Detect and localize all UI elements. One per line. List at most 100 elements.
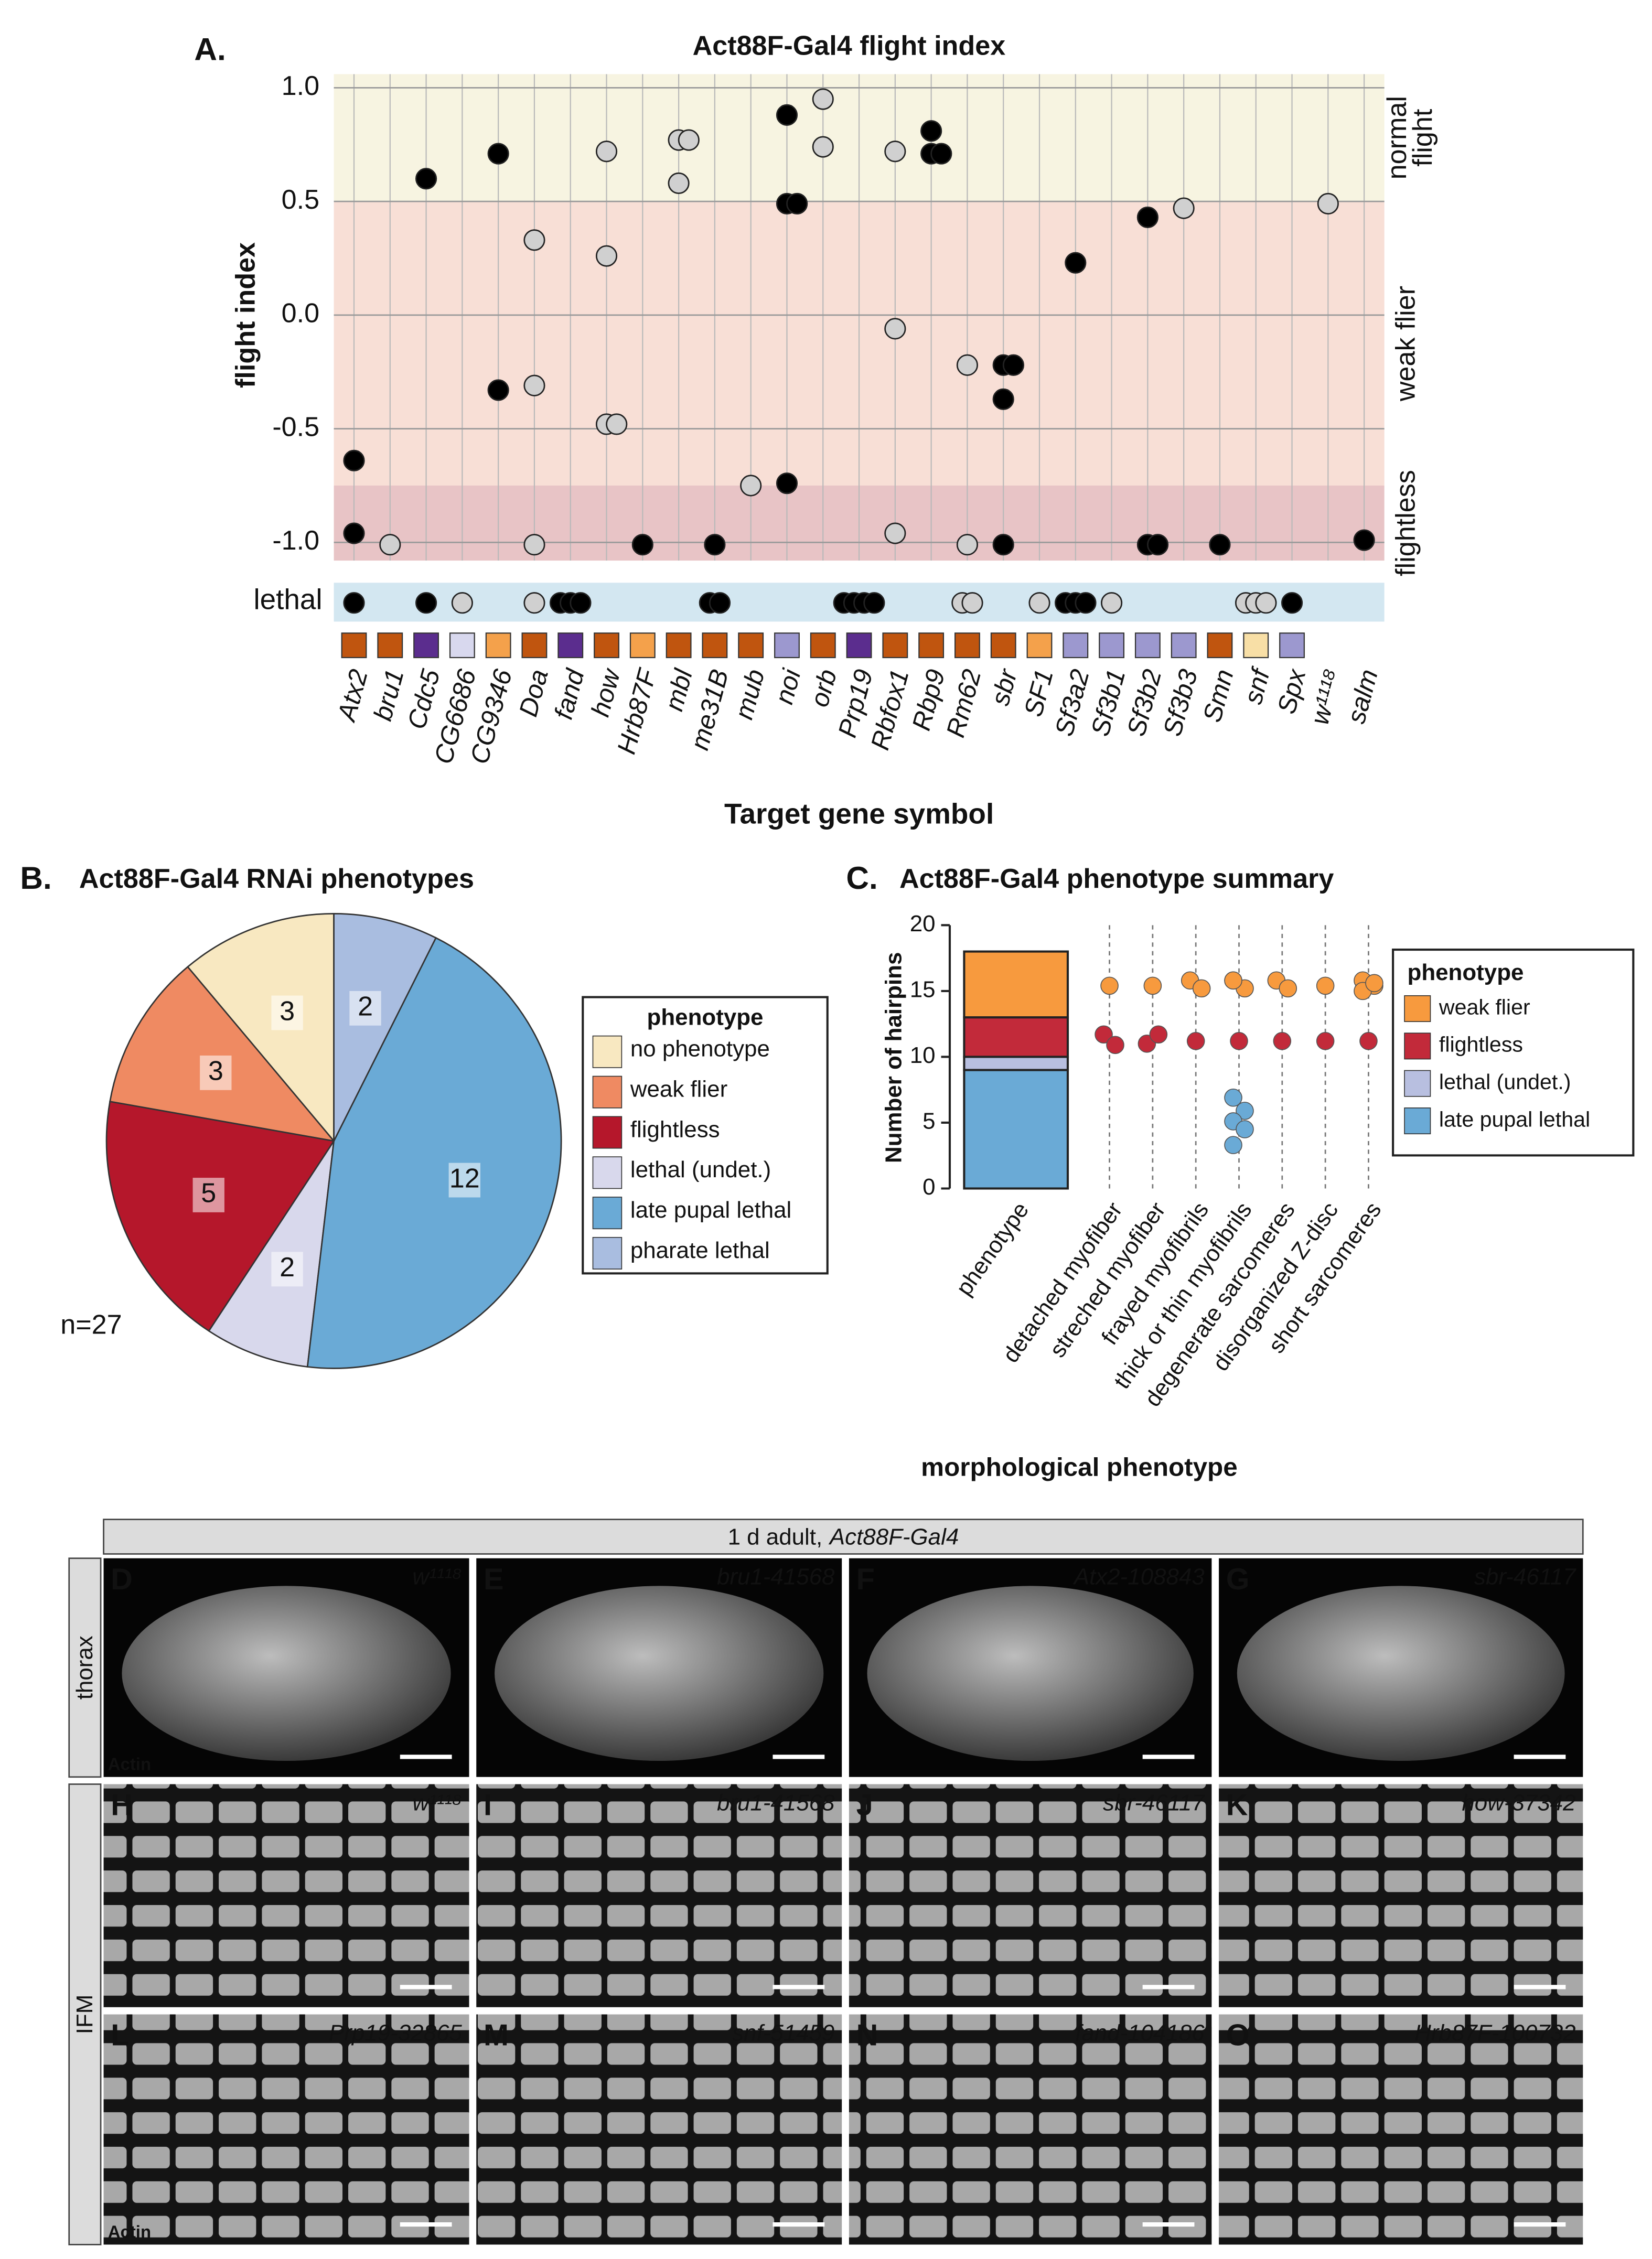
panel-letter: M — [484, 2019, 509, 2052]
category-square — [1026, 632, 1053, 659]
legend-title: phenotype — [1408, 960, 1524, 985]
data-point — [992, 388, 1014, 410]
legend-title: phenotype — [647, 1004, 764, 1030]
thorax-tissue — [1237, 1586, 1565, 1761]
data-point — [776, 104, 798, 126]
pie-slice — [186, 913, 335, 1143]
x-tick-label: mbl — [659, 665, 698, 714]
row-label: IFM — [72, 1995, 98, 2035]
category-square — [990, 632, 1016, 659]
category-square — [774, 632, 800, 659]
category-square — [1207, 632, 1233, 659]
value-label: 2 — [280, 1252, 295, 1283]
legend-swatch — [1404, 1107, 1431, 1135]
pie-slice — [333, 913, 437, 1142]
y-tick-label: 10 — [910, 1042, 936, 1068]
lethal-label: lethal — [253, 583, 322, 615]
y-tick-label: 20 — [910, 911, 936, 937]
data-point — [487, 379, 509, 401]
legend-swatch — [592, 1197, 623, 1230]
data-point — [678, 129, 700, 151]
chart-title: Act88F-Gal4 flight index — [693, 30, 1006, 61]
sample-label: bru1-41568 — [717, 1564, 835, 1590]
lethal-point — [343, 592, 365, 614]
header-part: Act88F-Gal4 — [828, 1524, 959, 1550]
lethal-point — [415, 592, 437, 614]
panel-letter: D — [111, 1563, 133, 1596]
lethal-point — [1075, 592, 1097, 614]
category-square — [557, 632, 584, 659]
category-square — [1243, 632, 1269, 659]
data-point — [740, 475, 762, 497]
x-tick-label: snf — [1239, 664, 1276, 707]
y-tick-label: -1.0 — [272, 525, 319, 556]
value-label: 3 — [208, 1056, 223, 1087]
data-point — [1136, 206, 1158, 229]
sample-label: Hrb87F-100732 — [1414, 2020, 1575, 2046]
data-point — [956, 534, 979, 556]
category-square — [882, 632, 908, 659]
legend-label: lethal (undet.) — [1439, 1070, 1571, 1094]
y-tick-label: 15 — [910, 976, 936, 1002]
value-label: 2 — [358, 992, 373, 1022]
dot — [1186, 1032, 1205, 1050]
dot — [1192, 979, 1211, 998]
category-square — [810, 632, 836, 659]
x-tick-label: phenotype — [951, 1198, 1034, 1300]
value-label: 12 — [449, 1163, 480, 1193]
legend-swatch — [1404, 1070, 1431, 1097]
category-square — [1279, 632, 1305, 659]
label-bg — [271, 1252, 303, 1287]
note: n=27 — [60, 1310, 122, 1340]
data-point — [415, 168, 437, 190]
legend-box — [1392, 948, 1635, 1157]
legend-label: no phenotype — [630, 1036, 770, 1062]
data-point — [1353, 529, 1375, 551]
micrograph — [476, 1784, 842, 2007]
label-bg — [192, 1178, 224, 1212]
category-square — [738, 632, 764, 659]
band-label: flightless — [1390, 470, 1421, 576]
data-point — [812, 88, 834, 110]
data-point — [884, 522, 906, 544]
dot — [1106, 1036, 1124, 1055]
x-tick-label: Atx2 — [331, 666, 373, 726]
row-label-box — [68, 1783, 102, 2245]
panel-letter: C. — [846, 860, 877, 896]
dot — [1365, 974, 1383, 993]
pie-slice — [109, 965, 336, 1142]
category-square — [1134, 632, 1161, 659]
data-point — [930, 143, 952, 165]
category-square — [702, 632, 728, 659]
legend-label: flightless — [1439, 1032, 1523, 1057]
panel-letter: K — [1226, 1789, 1248, 1822]
data-point — [1209, 534, 1231, 556]
lethal-point — [1028, 592, 1050, 614]
data-point — [343, 522, 365, 544]
x-tick-label: Spx — [1272, 665, 1312, 717]
category-square — [413, 632, 439, 659]
x-tick-label: SF1 — [1018, 666, 1059, 720]
bar-segment — [963, 1069, 1069, 1190]
sample-label: w¹¹¹⁸ — [412, 1790, 462, 1815]
sample-label: fand-104186 — [1075, 2020, 1205, 2046]
dot — [1143, 976, 1162, 995]
bar-segment — [963, 950, 1069, 1019]
category-square — [954, 632, 980, 659]
y-tick-label: 0.5 — [282, 185, 319, 215]
dot — [1224, 971, 1242, 990]
legend-swatch — [592, 1116, 623, 1149]
label-bg — [448, 1163, 480, 1198]
panel-letter: E — [484, 1563, 503, 1596]
category-square — [846, 632, 872, 659]
x-tick-label: Smn — [1197, 666, 1239, 725]
x-axis-label: Target gene symbol — [724, 797, 994, 830]
panel-letter: F — [856, 1563, 875, 1596]
dot — [1100, 976, 1119, 995]
data-point — [631, 534, 653, 556]
data-point — [487, 143, 509, 165]
value-label: 5 — [201, 1178, 216, 1209]
legend-label: lethal (undet.) — [630, 1157, 771, 1182]
band-label: flight — [1408, 109, 1438, 167]
